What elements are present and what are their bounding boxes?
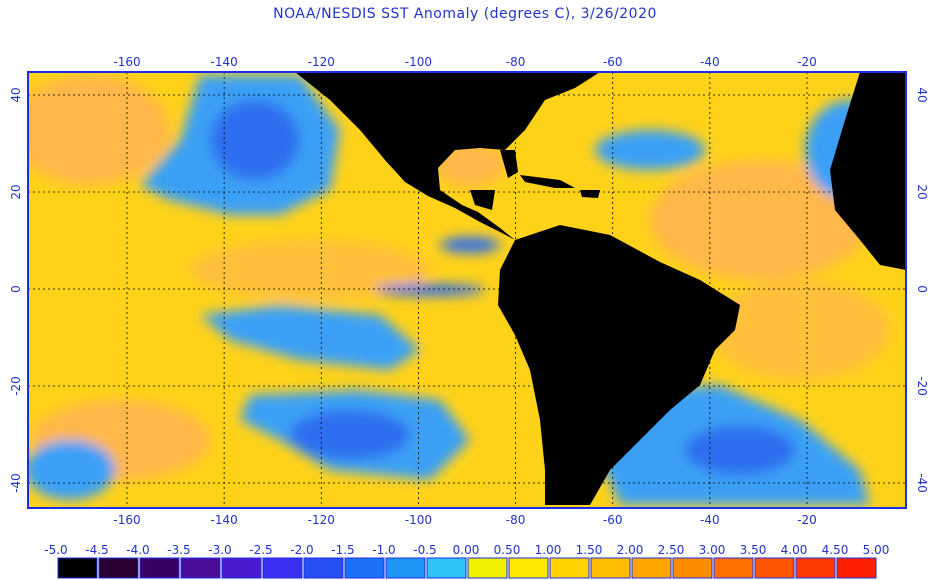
color-scale-swatch (262, 557, 303, 579)
land-masses (295, 72, 906, 505)
color-scale-swatch (180, 557, 221, 579)
color-scale-swatch (590, 557, 631, 579)
color-scale-swatch (795, 557, 836, 579)
lat-tick-label: 0 (9, 285, 23, 293)
south-america (498, 225, 740, 505)
lon-tick-label: -160 (113, 513, 140, 527)
color-scale-swatch (631, 557, 672, 579)
lon-tick-label: -120 (308, 55, 335, 69)
color-scale-label: -2.5 (249, 543, 272, 557)
color-scale-label: -5.0 (44, 543, 67, 557)
lon-tick-label: -100 (405, 513, 432, 527)
lon-tick-label: -80 (506, 55, 526, 69)
cool-anomaly-se-pacific-core (290, 410, 410, 460)
color-scale-label: 0.50 (494, 543, 521, 557)
color-scale-swatch (98, 557, 139, 579)
hispaniola (580, 190, 600, 198)
lat-tick-label: -20 (915, 376, 929, 396)
lat-tick-label: 40 (915, 87, 929, 102)
north-america (295, 72, 600, 240)
color-scale-swatch (221, 557, 262, 579)
color-scale-swatch (139, 557, 180, 579)
lat-ticks-left: 40 20 0 -20 -40 (9, 87, 23, 492)
lat-tick-label: -20 (9, 376, 23, 396)
color-scale-label: -4.5 (85, 543, 108, 557)
lon-tick-label: -80 (506, 513, 526, 527)
color-scale-swatch (303, 557, 344, 579)
cool-anomaly-s-pacific (200, 305, 420, 370)
yucatan (470, 190, 495, 210)
color-scale-swatch (672, 557, 713, 579)
map-frame (27, 71, 907, 509)
color-scale-swatch (754, 557, 795, 579)
lon-tick-label: -20 (797, 513, 817, 527)
color-scale-swatch (836, 557, 877, 579)
iberia (870, 78, 902, 108)
color-scale-label: -3.0 (208, 543, 231, 557)
warm-anomaly-s-atlantic (710, 280, 890, 380)
cool-anomaly-equatorial (375, 284, 485, 296)
color-scale-label: 2.50 (658, 543, 685, 557)
color-scale-label: -3.5 (167, 543, 190, 557)
color-scale-swatch (344, 557, 385, 579)
lat-tick-label: 0 (915, 285, 929, 293)
lat-tick-label: 40 (9, 87, 23, 102)
lon-tick-label: -60 (603, 513, 623, 527)
color-scale-bar (57, 557, 877, 579)
color-scale-label: 2.00 (617, 543, 644, 557)
lon-ticks-top: -160 -140 -120 -100 -80 -60 -40 -20 (113, 55, 816, 69)
warm-anomaly-gulf (435, 143, 505, 187)
cool-anomaly-ne-pacific-core (210, 100, 300, 180)
lon-tick-label: -20 (797, 55, 817, 69)
color-scale-swatch (426, 557, 467, 579)
lon-tick-label: -140 (211, 513, 238, 527)
lat-tick-label: -40 (915, 473, 929, 493)
color-scale-swatch (57, 557, 98, 579)
florida (500, 150, 518, 178)
lon-tick-label: -60 (603, 55, 623, 69)
color-scale-label: 4.00 (781, 543, 808, 557)
warm-anomaly-tropical-pacific (190, 240, 430, 300)
color-scale-label: 1.00 (535, 543, 562, 557)
lon-tick-label: -40 (700, 513, 720, 527)
warm-anomaly-n-atlantic (650, 160, 870, 280)
color-scale-labels: -5.0 -4.5 -4.0 -3.5 -3.0 -2.5 -2.0 -1.5 -1.0 -0.5… (44, 543, 889, 557)
cool-anomaly-panama (440, 237, 500, 253)
color-scale-swatch (549, 557, 590, 579)
map-title: NOAA/NESDIS SST Anomaly (degrees C), 3/2… (273, 6, 657, 22)
warm-anomaly-nw-pacific (28, 75, 170, 185)
color-scale-swatch (385, 557, 426, 579)
color-scale-label: -0.5 (413, 543, 436, 557)
color-scale-label: 1.50 (576, 543, 603, 557)
color-scale-label: 3.50 (740, 543, 767, 557)
lon-tick-label: -40 (700, 55, 720, 69)
lon-tick-label: -100 (405, 55, 432, 69)
lat-tick-label: 20 (915, 184, 929, 199)
lat-tick-label: -40 (9, 473, 23, 493)
color-scale-swatch (508, 557, 549, 579)
graticule (28, 72, 906, 508)
color-scale-label: 3.00 (699, 543, 726, 557)
color-scale-label: -2.0 (290, 543, 313, 557)
lat-tick-label: 20 (9, 184, 23, 199)
lat-ticks-right: 40 20 0 -20 -40 (915, 87, 929, 492)
cuba (520, 175, 575, 188)
color-scale-label: -4.0 (126, 543, 149, 557)
lon-ticks-bottom: -160 -140 -120 -100 -80 -60 -40 -20 (113, 513, 816, 527)
lon-tick-label: -120 (308, 513, 335, 527)
color-scale-swatch (467, 557, 508, 579)
lon-tick-label: -160 (113, 55, 140, 69)
color-scale-swatch (713, 557, 754, 579)
color-scale-label: -1.0 (372, 543, 395, 557)
color-scale-label: 0.00 (453, 543, 480, 557)
lon-tick-label: -140 (211, 55, 238, 69)
color-scale-label: -1.5 (331, 543, 354, 557)
cool-anomaly-sw-pacific (28, 440, 115, 500)
cool-anomaly-n-atlantic (595, 130, 705, 170)
west-africa (830, 72, 906, 270)
cool-anomaly-s-atlantic-core (685, 425, 795, 475)
color-scale-label: 5.00 (863, 543, 890, 557)
color-scale-label: 4.50 (822, 543, 849, 557)
